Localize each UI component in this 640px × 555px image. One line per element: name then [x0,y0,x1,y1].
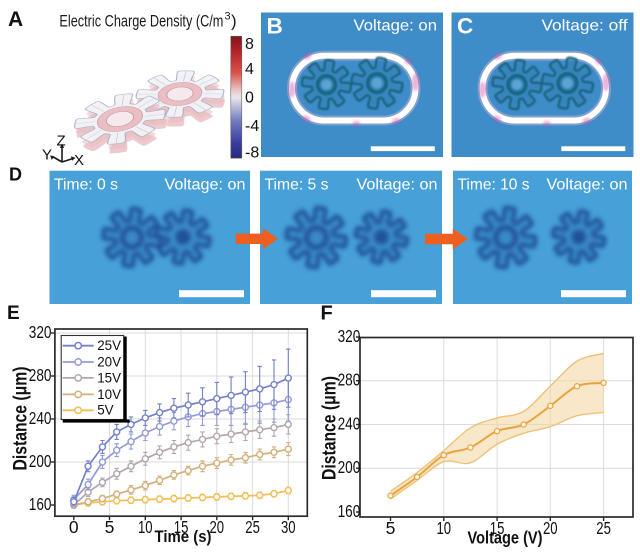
svg-text:Distance (μm): Distance (μm) [320,376,341,480]
svg-text:10V: 10V [97,387,121,402]
svg-text:10: 10 [437,518,452,538]
svg-text:D: D [9,165,22,185]
svg-text:Time: 5 s: Time: 5 s [265,177,329,194]
svg-text:0: 0 [245,90,254,107]
svg-text:Time (s): Time (s) [155,527,212,546]
svg-text:Z: Z [57,133,66,150]
svg-text:25V: 25V [97,338,121,353]
svg-text:5: 5 [386,518,396,538]
svg-text:Voltage (V): Voltage (V) [468,528,543,548]
svg-text:8: 8 [245,36,254,53]
svg-text:20: 20 [543,518,558,538]
svg-text:4: 4 [245,61,254,78]
svg-text:20V: 20V [97,354,121,369]
svg-text:200: 200 [338,457,361,477]
svg-text:10: 10 [138,517,153,537]
svg-text:20: 20 [210,517,225,537]
svg-text:Voltage: on: Voltage: on [547,177,628,194]
svg-text:Distance (μm): Distance (μm) [11,367,32,471]
svg-text:E: E [7,303,20,324]
svg-text:30: 30 [281,517,296,537]
svg-text:Voltage: on: Voltage: on [165,177,246,194]
svg-text:Voltage: off: Voltage: off [542,17,629,34]
svg-text:F: F [321,303,333,325]
svg-text:280: 280 [338,370,361,390]
svg-text:0: 0 [69,517,79,537]
svg-text:25: 25 [245,517,260,537]
svg-text:Y: Y [42,147,52,164]
svg-text:): ) [231,11,237,30]
svg-text:320: 320 [338,326,361,346]
svg-text:200: 200 [29,451,52,471]
svg-text:15V: 15V [97,370,121,385]
svg-text:5V: 5V [97,403,113,418]
svg-text:C: C [457,14,473,39]
svg-text:5: 5 [105,517,115,537]
svg-text:-4: -4 [245,118,259,135]
svg-text:Voltage: on: Voltage: on [354,17,438,34]
svg-text:240: 240 [338,413,361,433]
svg-text:Voltage: on: Voltage: on [357,177,438,194]
svg-text:A: A [8,8,23,31]
svg-text:320: 320 [29,322,52,342]
svg-text:B: B [267,14,283,39]
svg-text:160: 160 [29,494,52,514]
svg-text:160: 160 [338,501,361,521]
svg-text:X: X [74,152,84,169]
svg-text:25: 25 [596,518,611,538]
svg-text:240: 240 [29,408,52,428]
svg-text:-8: -8 [245,144,259,161]
svg-text:Electric Charge Density (C/m: Electric Charge Density (C/m [59,11,223,30]
svg-text:15: 15 [174,517,189,537]
svg-text:280: 280 [29,365,52,385]
svg-text:Time: 10 s: Time: 10 s [458,177,530,194]
svg-text:15: 15 [490,518,505,538]
svg-text:3: 3 [225,11,231,23]
svg-text:Time: 0 s: Time: 0 s [54,177,118,194]
